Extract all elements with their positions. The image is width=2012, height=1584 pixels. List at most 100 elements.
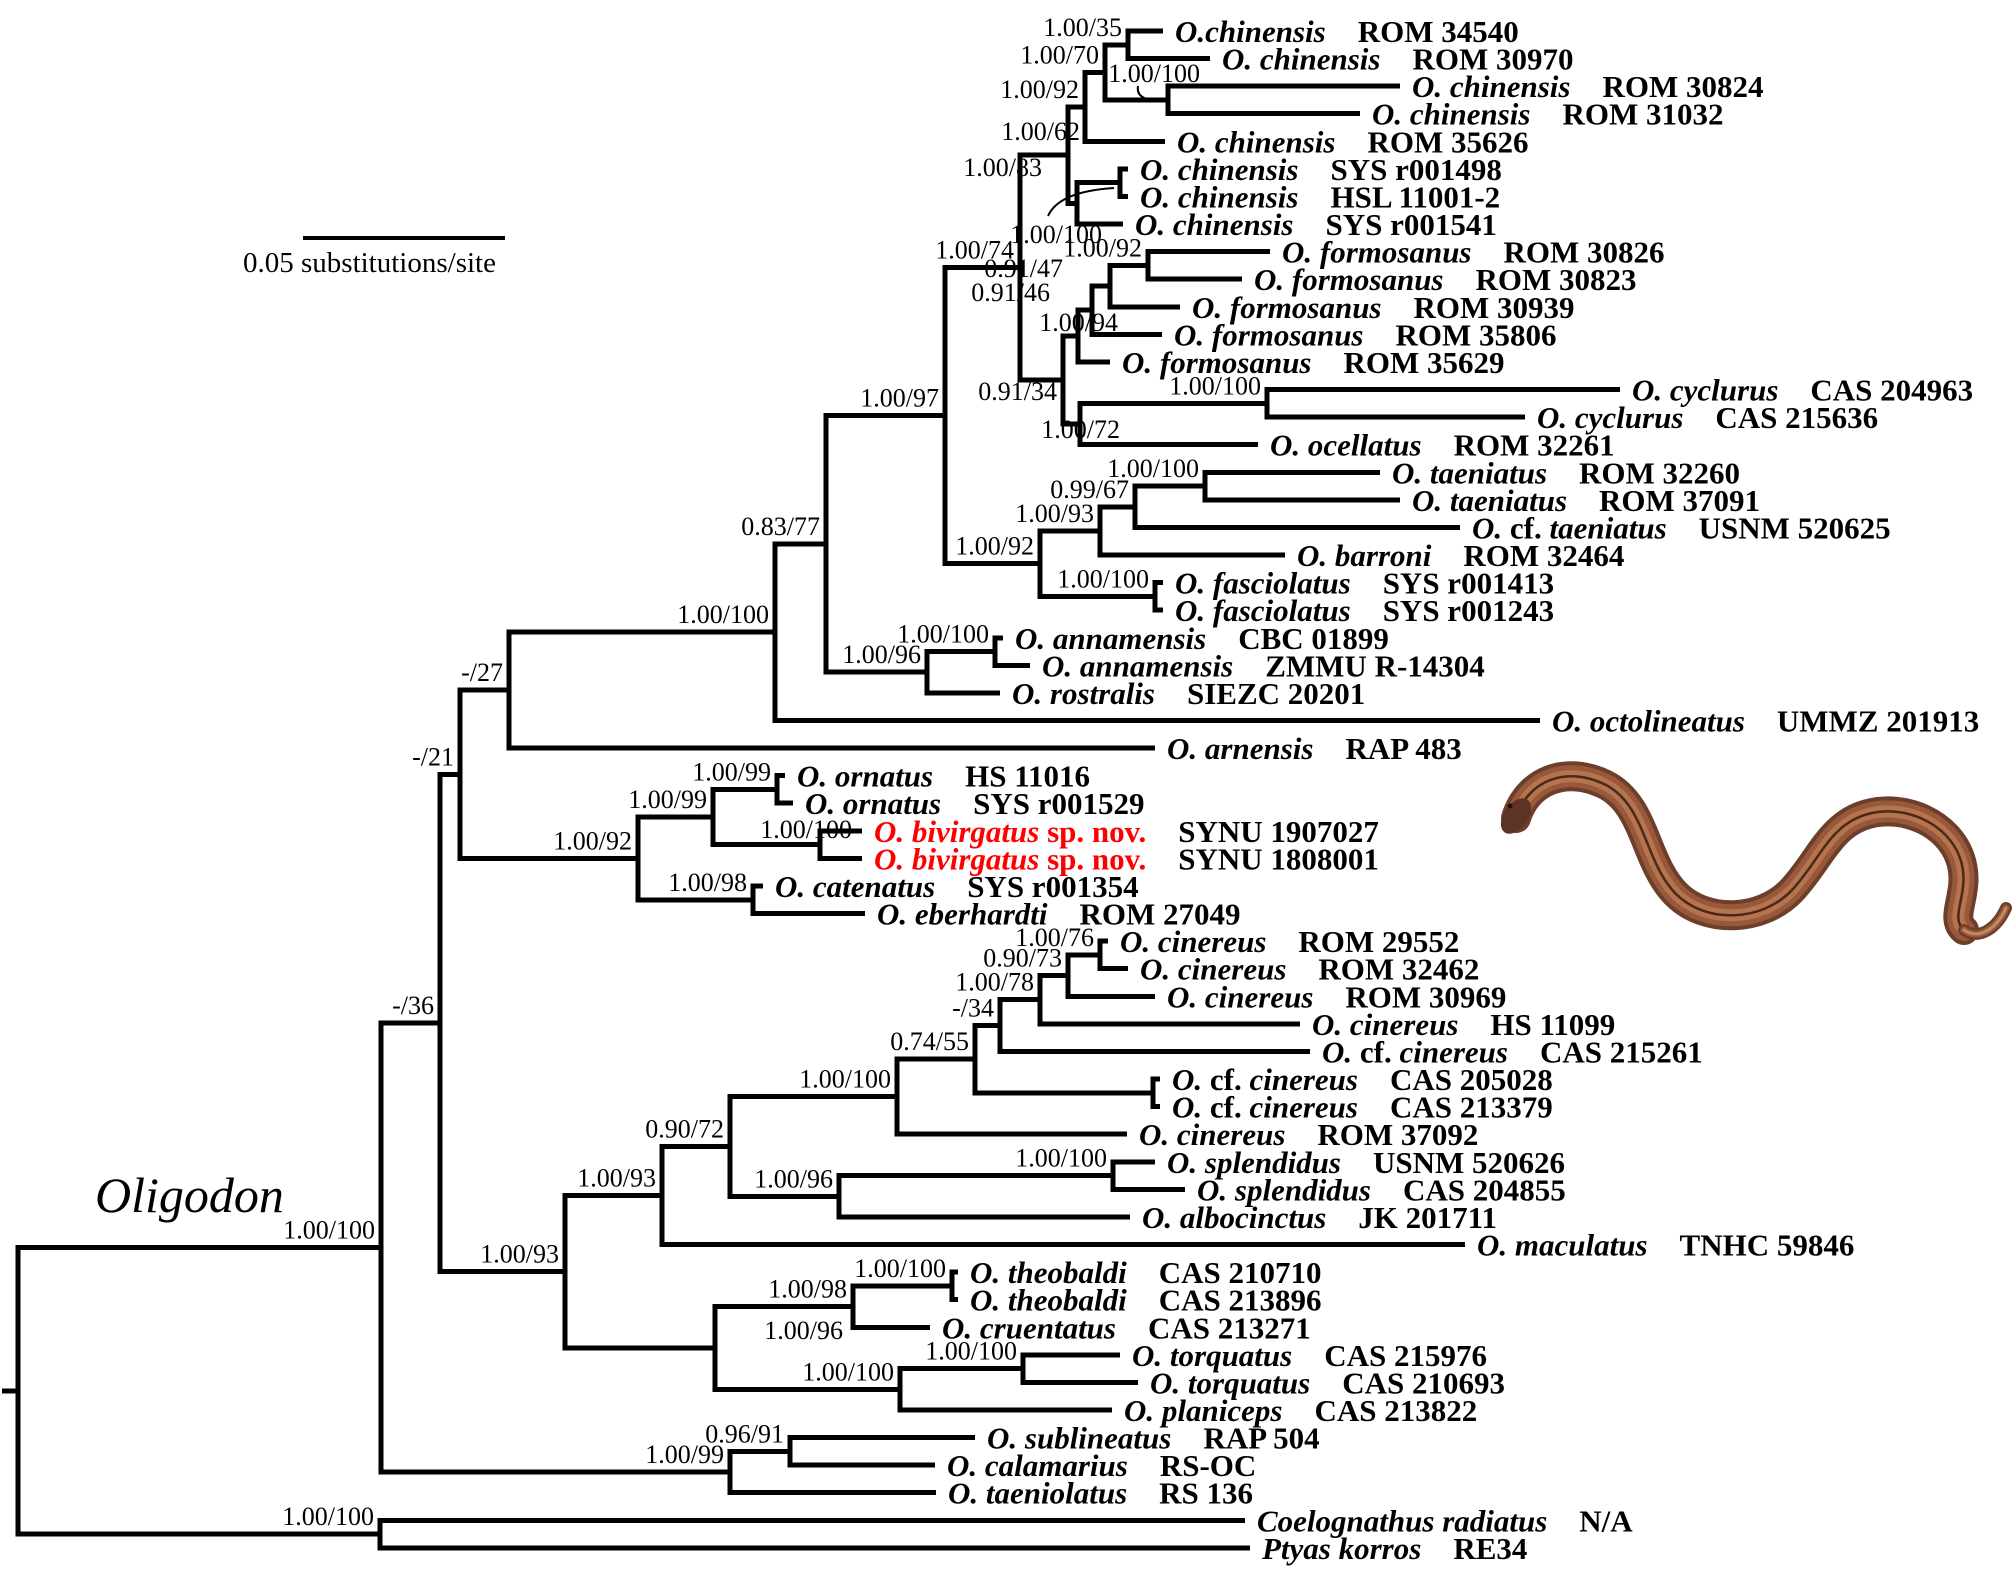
tip-label: O. eberhardti ROM 27049 bbox=[877, 896, 1241, 931]
support-label: 1.00/100 bbox=[1015, 1144, 1107, 1173]
genus-label: Oligodon bbox=[95, 1167, 284, 1223]
tip-label: O. theobaldi CAS 213896 bbox=[970, 1282, 1322, 1317]
snake-eye bbox=[1507, 803, 1513, 809]
support-label: 1.00/99 bbox=[692, 757, 771, 786]
support-label: 1.00/100 bbox=[760, 815, 852, 844]
support-label: 0.91/46 bbox=[971, 278, 1050, 307]
support-label: 1.00/100 bbox=[854, 1254, 946, 1283]
support-label: -/27 bbox=[461, 658, 503, 687]
support-label: 1.00/98 bbox=[668, 868, 747, 897]
support-label: 1.00/62 bbox=[1001, 117, 1080, 146]
support-label: 1.00/100 bbox=[897, 620, 989, 649]
support-label: 1.00/100 bbox=[677, 600, 769, 629]
tip-label: O. bivirgatus sp. nov. SYNU 1907027 bbox=[874, 813, 1379, 848]
tip-label: O. albocinctus JK 201711 bbox=[1142, 1199, 1497, 1234]
tip-label: O. sublineatus RAP 504 bbox=[987, 1420, 1320, 1455]
support-label: 1.00/92 bbox=[955, 532, 1034, 561]
support-label: 0.74/55 bbox=[890, 1027, 969, 1056]
snake-photo bbox=[1500, 761, 2012, 945]
support-pointer-curve bbox=[1047, 187, 1115, 217]
tip-label: O. catenatus SYS r001354 bbox=[775, 868, 1139, 903]
support-label: 0.83/77 bbox=[741, 512, 820, 541]
tip-label: O. calamarius RS-OC bbox=[947, 1448, 1256, 1483]
support-label: 1.00/99 bbox=[628, 785, 707, 814]
support-label: 1.00/100 bbox=[1107, 454, 1199, 483]
support-label: 1.00/100 bbox=[1169, 371, 1261, 400]
tip-label: O. ocellatus ROM 32261 bbox=[1270, 427, 1615, 462]
support-label: 1.00/92 bbox=[553, 826, 632, 855]
support-label: 1.00/72 bbox=[1041, 415, 1120, 444]
tip-label: O. octolineatus UMMZ 201913 bbox=[1552, 703, 1979, 738]
tip-label: O. chinensis HSL 11001-2 bbox=[1140, 179, 1500, 214]
tip-label: O. cinereus ROM 29552 bbox=[1120, 924, 1459, 959]
support-label: 1.00/97 bbox=[860, 384, 939, 413]
support-label: 1.00/76 bbox=[1015, 923, 1094, 952]
tip-label: O. barroni ROM 32464 bbox=[1297, 538, 1624, 573]
tip-label: O. cruentatus CAS 213271 bbox=[942, 1310, 1311, 1345]
support-label: 1.00/93 bbox=[480, 1240, 559, 1269]
support-label: 1.00/99 bbox=[645, 1440, 724, 1469]
tip-label: O. cyclurus CAS 215636 bbox=[1537, 400, 1878, 435]
support-label: 1.00/100 bbox=[283, 1216, 375, 1245]
support-label: -/36 bbox=[392, 991, 434, 1020]
tip-label: O. cinereus ROM 30969 bbox=[1167, 979, 1506, 1014]
tip-label: O. rostralis SIEZC 20201 bbox=[1012, 675, 1365, 710]
tip-label: O. fasciolatus SYS r001413 bbox=[1175, 565, 1554, 600]
support-label: 1.00/83 bbox=[963, 153, 1042, 182]
tip-label: O. cf. taeniatus USNM 520625 bbox=[1472, 510, 1891, 545]
tip-label: O. cinereus ROM 32462 bbox=[1140, 951, 1479, 986]
tip-label: O. bivirgatus sp. nov. SYNU 1808001 bbox=[874, 841, 1379, 876]
tip-label: O. ornatus SYS r001529 bbox=[805, 786, 1145, 821]
support-pointer-curve bbox=[1136, 85, 1169, 101]
tip-label: O. cinereus ROM 37092 bbox=[1139, 1117, 1478, 1152]
tip-label: O. cinereus HS 11099 bbox=[1312, 1006, 1615, 1041]
tip-label: O. chinensis SYS r001498 bbox=[1140, 151, 1502, 186]
support-label: 1.00/100 bbox=[799, 1065, 891, 1094]
support-label: -/34 bbox=[952, 994, 994, 1023]
tip-label: O. taeniatus ROM 32260 bbox=[1392, 455, 1740, 490]
tip-label: O. arnensis RAP 483 bbox=[1167, 731, 1462, 766]
support-label: 1.00/100 bbox=[282, 1502, 374, 1531]
tip-label: O. formosanus ROM 35806 bbox=[1174, 317, 1557, 352]
support-label: 1.00/92 bbox=[1000, 75, 1079, 104]
tip-label: O. annamensis ZMMU R-14304 bbox=[1042, 648, 1485, 683]
tip-label: O.chinensis ROM 34540 bbox=[1175, 14, 1519, 49]
tip-label: Ptyas korros RE34 bbox=[1261, 1530, 1527, 1565]
support-label: 1.00/94 bbox=[1039, 308, 1118, 337]
tip-label: O. formosanus ROM 30823 bbox=[1254, 262, 1637, 297]
support-label: 1.00/100 bbox=[925, 1337, 1017, 1366]
tip-label: O. chinensis ROM 31032 bbox=[1372, 96, 1724, 131]
tip-label: Coelognathus radiatus N/A bbox=[1257, 1503, 1633, 1538]
support-label: 1.00/96 bbox=[842, 640, 921, 669]
tip-label: O. chinensis ROM 30970 bbox=[1222, 41, 1574, 76]
support-label: 1.00/78 bbox=[955, 968, 1034, 997]
support-label: 1.00/96 bbox=[764, 1316, 843, 1345]
tip-label: O. torquatus CAS 210693 bbox=[1150, 1365, 1505, 1400]
tip-label: O. splendidus CAS 204855 bbox=[1197, 1172, 1566, 1207]
support-label: 1.00/100 bbox=[1108, 59, 1200, 88]
tip-label: O. formosanus ROM 30939 bbox=[1192, 289, 1575, 324]
tip-label: O. maculatus TNHC 59846 bbox=[1477, 1227, 1854, 1262]
support-label: 1.00/70 bbox=[1020, 40, 1099, 69]
support-label: 1.00/74 bbox=[935, 236, 1014, 265]
support-label: 0.90/73 bbox=[983, 944, 1062, 973]
tip-label: O. splendidus USNM 520626 bbox=[1167, 1144, 1565, 1179]
tip-label: O. fasciolatus SYS r001243 bbox=[1175, 593, 1554, 628]
tip-label: O. formosanus ROM 30826 bbox=[1282, 234, 1665, 269]
support-label: 1.00/96 bbox=[754, 1164, 833, 1193]
support-label: 0.96/91 bbox=[705, 1419, 784, 1448]
tip-label: O. cf. cinereus CAS 215261 bbox=[1322, 1034, 1703, 1069]
tip-label: O. annamensis CBC 01899 bbox=[1015, 620, 1389, 655]
scale-bar-label: 0.05 substitutions/site bbox=[243, 247, 496, 279]
support-label: 1.00/93 bbox=[577, 1164, 656, 1193]
tip-label: O. cyclurus CAS 204963 bbox=[1632, 372, 1973, 407]
support-label: 1.00/100 bbox=[1057, 564, 1149, 593]
support-label: 1.00/35 bbox=[1043, 13, 1122, 42]
support-label: 1.00/93 bbox=[1015, 499, 1094, 528]
support-label: 1.00/98 bbox=[768, 1275, 847, 1304]
tip-label: O. chinensis ROM 35626 bbox=[1177, 124, 1529, 159]
support-label: 0.99/67 bbox=[1050, 475, 1129, 504]
